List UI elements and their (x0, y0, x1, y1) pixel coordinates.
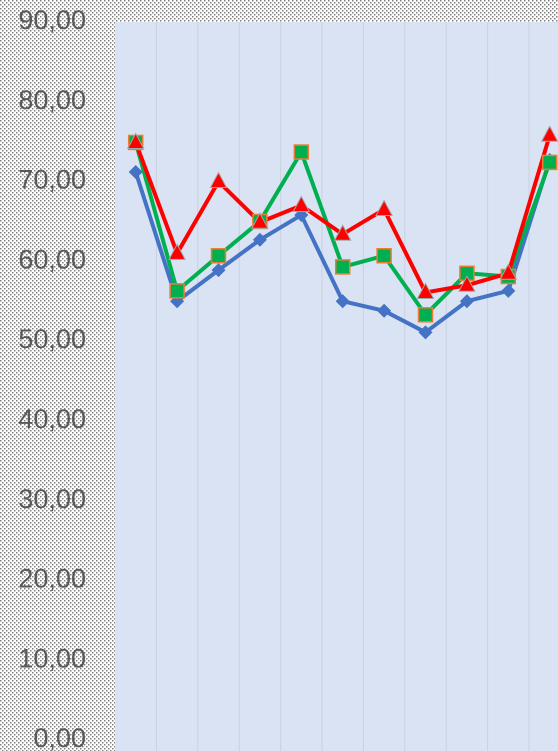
marker (251, 212, 269, 229)
marker (126, 132, 145, 149)
y-tick-label: 10,00 (18, 643, 86, 673)
marker (334, 259, 351, 275)
y-tick-label: 70,00 (18, 165, 86, 195)
marker (335, 294, 350, 309)
marker (416, 282, 435, 299)
marker (458, 275, 476, 292)
marker (252, 232, 267, 247)
marker (293, 144, 310, 160)
marker (211, 263, 226, 278)
marker (168, 243, 186, 260)
marker (169, 283, 185, 299)
marker (210, 247, 227, 264)
y-tick-label: 30,00 (18, 484, 86, 514)
y-tick-label: 80,00 (18, 85, 86, 115)
marker (375, 199, 393, 216)
y-tick-label: 20,00 (18, 564, 86, 594)
marker (501, 283, 516, 298)
marker (541, 154, 558, 171)
marker (499, 263, 518, 280)
marker (377, 303, 392, 318)
marker (292, 195, 311, 212)
marker (540, 125, 558, 142)
y-tick-label: 50,00 (18, 324, 86, 354)
y-tick-label: 0,00 (33, 723, 86, 751)
marker (418, 325, 433, 340)
y-tick-label: 90,00 (18, 5, 86, 35)
marker (459, 294, 474, 309)
marker (128, 164, 143, 179)
marker (209, 171, 228, 189)
marker (417, 307, 434, 323)
marker (333, 224, 352, 241)
marker (376, 247, 392, 264)
y-tick-label: 60,00 (18, 244, 86, 274)
y-tick-label: 40,00 (18, 404, 86, 434)
plot-area (115, 22, 558, 751)
